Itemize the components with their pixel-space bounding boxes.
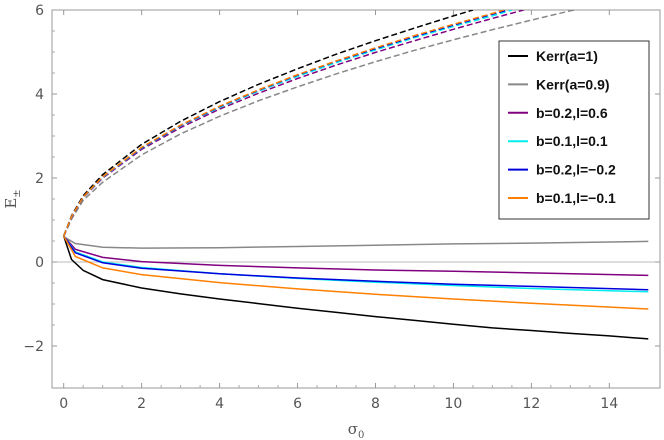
series-line-minus-1 — [63, 236, 649, 249]
series-line-plus-3 — [63, 10, 513, 237]
x-axis-label-subscript: 0 — [358, 430, 364, 440]
legend-entry-label: b=0.1,l=−0.1 — [536, 190, 616, 206]
series-line-minus-2 — [63, 235, 649, 277]
series-line-plus-4 — [63, 10, 509, 237]
x-tick-label: 0 — [59, 396, 68, 412]
series-line-minus-5 — [63, 235, 649, 310]
curves — [62, 10, 649, 340]
y-axis-label: E± — [2, 189, 23, 208]
series-line-plus-1 — [63, 10, 575, 238]
legend-entry-label: Kerr(a=0.9) — [536, 76, 610, 92]
x-tick-label: 8 — [371, 396, 380, 412]
series-line-plus-0 — [63, 10, 474, 237]
series-line-minus-3 — [63, 235, 649, 293]
y-tick-label: −2 — [23, 339, 44, 355]
x-axis-label: σ0 — [348, 420, 365, 440]
legend-entry-label: Kerr(a=1) — [536, 48, 598, 64]
x-axis-label-main: σ — [348, 420, 358, 438]
x-tick-label: 4 — [215, 396, 224, 412]
x-tick-label: 2 — [137, 396, 146, 412]
y-axis-label-main: E — [2, 198, 20, 209]
legend: Kerr(a=1) Kerr(a=0.9) b=0.2,l=0.6 b=0.1,l=0… — [498, 40, 650, 220]
legend-entry-label: b=0.2,l=−0.2 — [536, 162, 616, 178]
y-tick-label: 6 — [35, 3, 44, 19]
series-line-minus-0 — [62, 235, 649, 340]
series-line-plus-5 — [63, 10, 505, 237]
x-tick-label: 12 — [522, 396, 540, 412]
series-line-plus-2 — [63, 10, 524, 237]
legend-entry-label: b=0.1,l=0.1 — [536, 133, 608, 149]
y-axis-label-subscript: ± — [12, 189, 23, 197]
legend-entry-label: b=0.2,l=0.6 — [536, 105, 608, 121]
x-tick-label: 14 — [600, 396, 618, 412]
legend-box — [498, 40, 650, 220]
x-tick-label: 6 — [293, 396, 302, 412]
y-tick-label: 0 — [35, 255, 44, 271]
x-tick-label: 10 — [445, 396, 463, 412]
axis-ticks: 0 2 4 6 8 10 12 14 −2 0 2 4 6 — [23, 3, 660, 412]
series-line-minus-4 — [63, 235, 649, 291]
y-tick-label: 4 — [35, 87, 44, 103]
y-tick-label: 2 — [35, 171, 44, 187]
